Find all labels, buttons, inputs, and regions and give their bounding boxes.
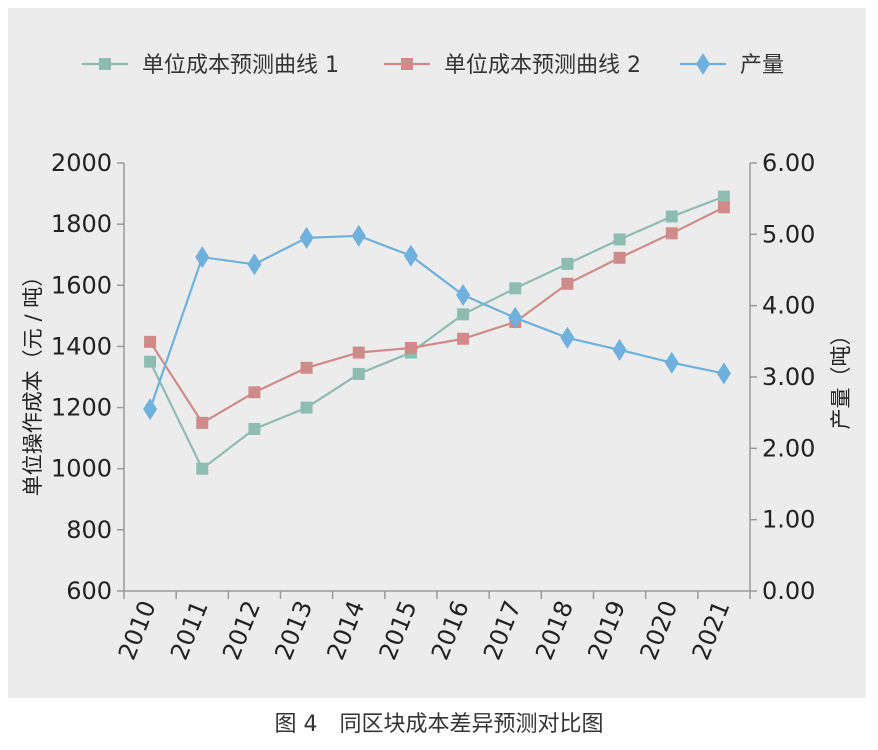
series-2-point (457, 332, 470, 345)
x-tick-label: 2015 (374, 597, 423, 664)
series-1-point (509, 282, 522, 295)
legend-label: 单位成本预测曲线 2 (444, 53, 641, 78)
series-1-point (248, 422, 261, 435)
legend-swatch-marker (99, 58, 111, 70)
x-tick-label: 2016 (426, 597, 475, 664)
series-3-line (149, 234, 725, 410)
series-2-line (149, 206, 725, 425)
series-2-point (352, 346, 365, 359)
series-2-point (300, 361, 313, 374)
series-2-point (665, 227, 678, 240)
left-tick-label: 800 (66, 516, 112, 544)
series-2-point (248, 386, 261, 399)
right-tick-label: 0.00 (762, 577, 815, 605)
left-tick-label: 1000 (51, 455, 112, 483)
series-1-point (717, 190, 730, 203)
series-3-point (299, 226, 314, 249)
x-tick-label: 2014 (321, 597, 370, 664)
right-tick-label: 5.00 (762, 220, 815, 248)
left-axis-title: 单位操作成本（元 / 吨） (21, 266, 45, 496)
series-2-point (196, 416, 209, 429)
series-3-point (195, 246, 210, 269)
series-3-point (664, 351, 679, 374)
legend-swatch-marker (401, 58, 413, 70)
series-3-point (351, 224, 366, 247)
right-tick-label: 2.00 (762, 434, 815, 462)
x-tick-label: 2012 (217, 597, 266, 664)
series-3-point (716, 362, 731, 385)
series-1-point (196, 462, 209, 475)
series-1-point (665, 210, 678, 223)
left-tick-label: 2000 (51, 149, 112, 177)
left-tick-label: 1600 (51, 271, 112, 299)
right-tick-label: 6.00 (762, 149, 815, 177)
series-1-point (352, 367, 365, 380)
series-1-point (613, 233, 626, 246)
left-tick-label: 1200 (51, 394, 112, 422)
series-1-point (561, 257, 574, 270)
x-tick-label: 2020 (634, 597, 683, 664)
series-1-point (300, 401, 313, 414)
series-3-point (612, 338, 627, 361)
right-axis-title: 产量（吨） (829, 325, 853, 430)
left-tick-label: 1800 (51, 210, 112, 238)
x-tick-label: 2018 (530, 597, 579, 664)
series-2-point (561, 277, 574, 290)
x-tick-label: 2010 (113, 597, 162, 664)
legend-label: 单位成本预测曲线 1 (142, 53, 339, 78)
series-1-line (149, 195, 725, 471)
x-tick-label: 2013 (269, 597, 318, 664)
series-2-point (144, 335, 157, 348)
series-1-point (144, 355, 157, 368)
series-2-point (404, 341, 417, 354)
series-2-point (613, 251, 626, 264)
left-tick-label: 600 (66, 577, 112, 605)
series-3-point (247, 253, 262, 276)
series-3-point (143, 398, 158, 421)
right-tick-label: 1.00 (762, 506, 815, 534)
chart-svg: 600 800 1000 1200 1400 1600 1800 2000 0.00 1.00 2.… (21, 53, 853, 664)
x-tick-label: 2019 (582, 597, 631, 664)
series-1-point (457, 308, 470, 321)
x-tick-label: 2017 (478, 597, 527, 664)
right-tick-label: 4.00 (762, 292, 815, 320)
chart-panel: 600 800 1000 1200 1400 1600 1800 2000 0.00 1.00 2.… (8, 8, 866, 698)
series-2-point (717, 201, 730, 214)
series-3-point (508, 306, 523, 329)
legend-label: 产量 (740, 53, 784, 78)
figure-caption: 图 4 同区块成本差异预测对比图 (274, 712, 604, 737)
right-tick-label: 3.00 (762, 363, 815, 391)
series-3-point (560, 326, 575, 349)
series-3-point (403, 244, 418, 267)
x-tick-label: 2021 (687, 597, 736, 664)
left-tick-label: 1400 (51, 332, 112, 360)
x-tick-label: 2011 (165, 597, 214, 664)
series-3-point (456, 283, 471, 306)
legend-swatch-marker (696, 53, 710, 75)
